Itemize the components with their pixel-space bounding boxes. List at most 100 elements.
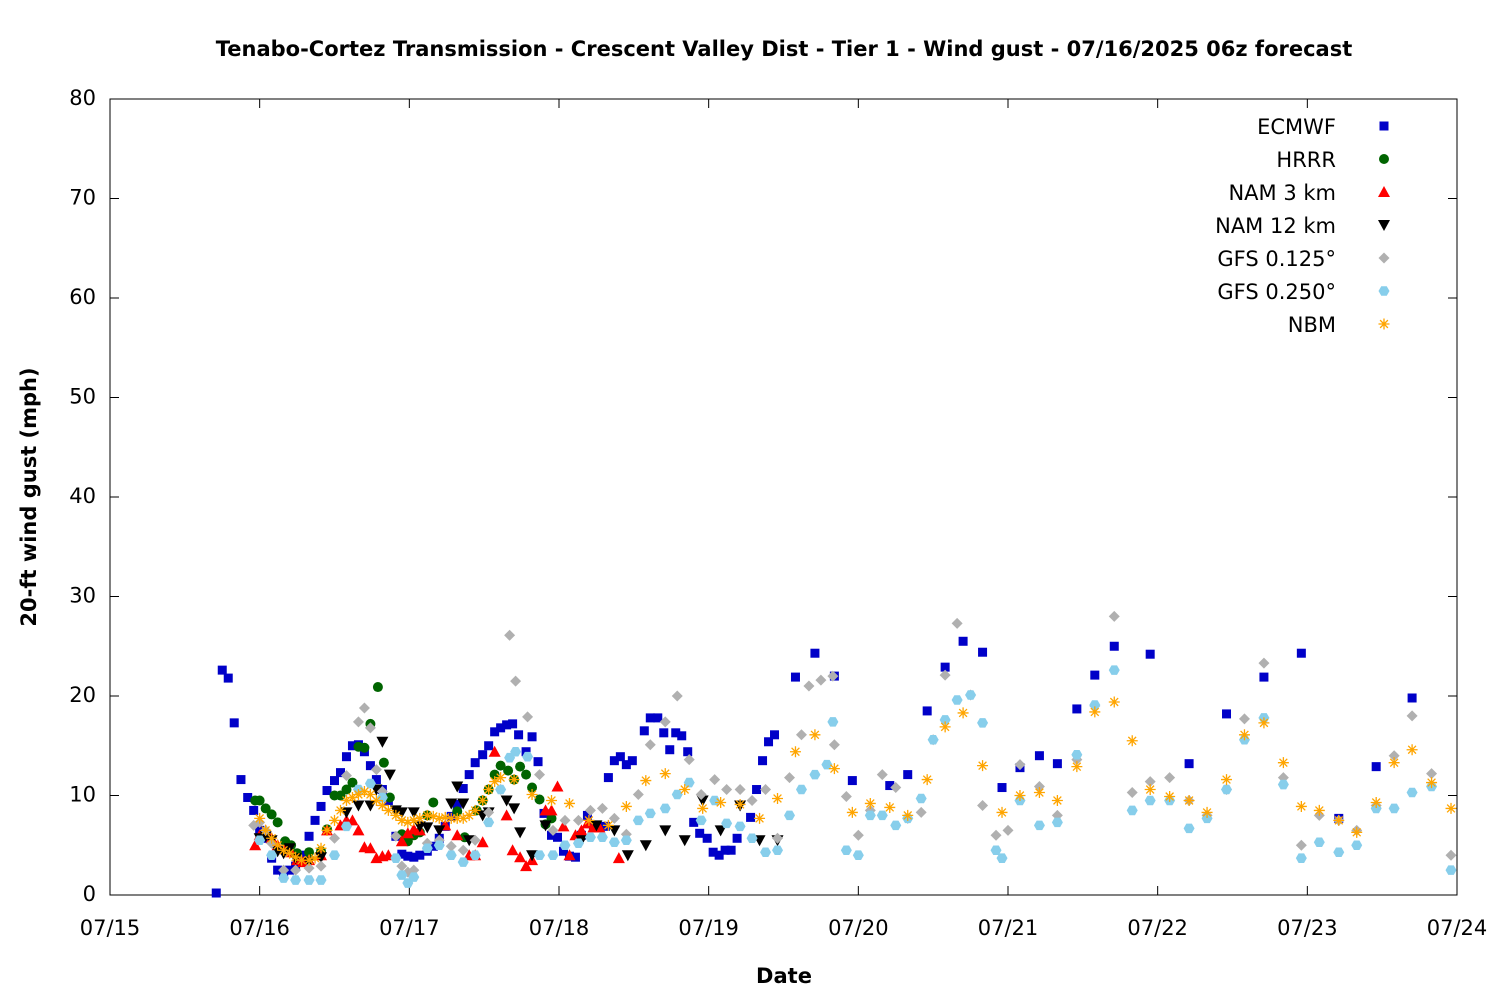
data-point xyxy=(365,761,375,771)
data-point xyxy=(1313,804,1325,816)
data-point xyxy=(563,797,575,809)
data-point xyxy=(1295,839,1307,851)
data-point xyxy=(340,770,352,782)
data-point xyxy=(921,774,933,786)
data-point xyxy=(272,817,283,828)
data-point xyxy=(709,774,721,786)
data-point xyxy=(335,768,345,778)
data-point xyxy=(378,757,389,768)
data-point xyxy=(315,875,327,885)
x-tick-label: 07/23 xyxy=(1277,916,1338,940)
data-point xyxy=(977,799,989,811)
data-point xyxy=(815,674,827,686)
data-point xyxy=(508,719,518,729)
data-point xyxy=(1144,776,1156,788)
data-point xyxy=(421,822,434,834)
x-tick-label: 07/24 xyxy=(1427,916,1488,940)
data-point xyxy=(495,760,506,771)
data-point xyxy=(236,775,246,785)
data-point xyxy=(352,789,364,801)
data-point xyxy=(272,839,284,851)
data-point xyxy=(659,728,669,738)
data-point xyxy=(803,680,815,692)
data-point xyxy=(290,851,302,863)
data-point xyxy=(1295,853,1307,863)
data-point xyxy=(621,760,631,770)
legend-marker xyxy=(1378,286,1390,296)
data-point xyxy=(316,801,326,811)
data-point xyxy=(533,757,543,767)
data-point xyxy=(421,809,433,821)
data-point xyxy=(772,832,784,844)
data-point xyxy=(488,745,501,757)
data-point xyxy=(510,746,522,757)
data-point xyxy=(383,769,396,781)
data-point xyxy=(470,758,480,768)
data-point xyxy=(428,797,439,808)
data-point xyxy=(620,800,632,812)
data-point xyxy=(1002,824,1014,836)
data-point xyxy=(490,727,500,737)
data-point xyxy=(483,817,495,828)
data-point xyxy=(370,764,382,776)
data-point xyxy=(1183,823,1195,834)
data-point xyxy=(632,789,644,801)
data-point xyxy=(278,864,290,876)
x-tick-label: 07/16 xyxy=(229,916,290,940)
data-point xyxy=(433,825,446,837)
data-point xyxy=(746,794,758,806)
data-point xyxy=(584,832,596,843)
data-point xyxy=(1445,802,1457,814)
data-point xyxy=(1145,649,1155,659)
data-point xyxy=(495,784,507,795)
data-point xyxy=(546,794,558,806)
y-axis-label: 20-ft wind gust (mph) xyxy=(17,367,41,626)
data-point xyxy=(940,662,950,672)
data-point xyxy=(1201,806,1213,818)
data-point xyxy=(864,810,876,821)
data-point xyxy=(457,844,469,856)
legend-label: NAM 12 km xyxy=(1215,214,1336,238)
data-point xyxy=(266,850,278,860)
data-point xyxy=(795,784,807,795)
data-point xyxy=(600,821,610,831)
data-point xyxy=(315,842,327,854)
data-point xyxy=(553,832,563,842)
data-point xyxy=(997,783,1007,793)
data-point xyxy=(260,824,272,836)
data-point xyxy=(266,832,278,844)
data-point xyxy=(1313,837,1325,848)
data-point xyxy=(382,804,394,816)
plot-frame xyxy=(109,98,1458,896)
data-point xyxy=(790,672,800,682)
data-point xyxy=(659,768,671,780)
data-point xyxy=(452,806,463,817)
data-point xyxy=(1406,744,1418,756)
data-point xyxy=(683,754,695,766)
data-point xyxy=(1351,826,1363,838)
legend-marker xyxy=(1378,186,1390,197)
data-point xyxy=(640,775,652,787)
data-point xyxy=(396,814,408,826)
data-point xyxy=(334,804,346,816)
data-point xyxy=(330,776,339,786)
x-tick-label: 07/15 xyxy=(80,916,141,940)
data-point xyxy=(671,728,681,738)
data-point xyxy=(828,739,840,751)
data-point xyxy=(572,838,584,849)
data-point xyxy=(545,804,558,816)
data-point xyxy=(340,821,352,832)
data-point xyxy=(734,821,746,832)
data-point xyxy=(372,682,383,693)
data-point xyxy=(514,730,524,740)
data-point xyxy=(734,798,746,810)
data-point xyxy=(223,673,233,683)
data-point xyxy=(583,814,595,826)
data-point xyxy=(957,707,969,719)
y-tick-label: 10 xyxy=(69,783,96,807)
y-tick-label: 50 xyxy=(69,385,96,409)
data-point xyxy=(608,837,620,848)
data-point xyxy=(840,790,852,802)
data-point xyxy=(427,810,439,822)
